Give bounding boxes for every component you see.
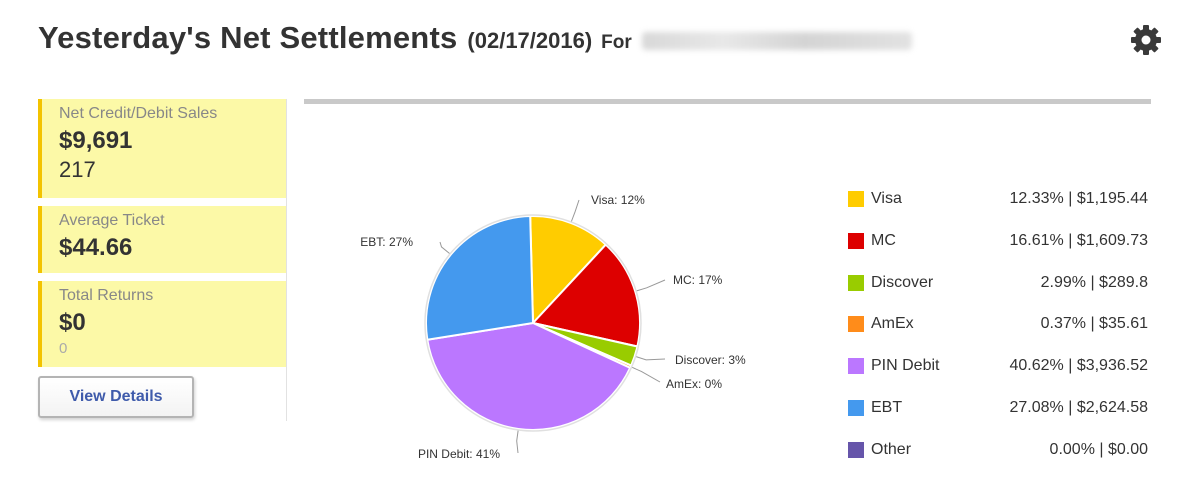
net-sales-card: Net Credit/Debit Sales $9,691 217: [38, 99, 286, 198]
pie-label-ebt: EBT: 27%: [360, 235, 413, 249]
legend-swatch: [848, 274, 864, 291]
average-ticket-value: $44.66: [59, 234, 133, 261]
legend-name: PIN Debit: [871, 357, 940, 375]
legend-swatch: [848, 191, 864, 207]
legend-swatch: [848, 441, 864, 458]
legend-swatch: [848, 316, 864, 333]
legend-item-pin-debit: PIN Debit 40.62% | $3,936.52: [848, 355, 1148, 397]
legend-name: MC: [871, 231, 896, 249]
legend-value: 16.61% | $1,609.73: [1009, 231, 1149, 249]
net-sales-value: $9,691: [59, 127, 133, 154]
settlement-date: (02/17/2016): [467, 28, 593, 53]
total-returns-value: $0: [59, 309, 86, 336]
average-ticket-card: Average Ticket $44.66: [38, 206, 286, 273]
pie-label-amex: AmEx: 0%: [666, 377, 722, 391]
pie-slice-pin-debit: [426, 321, 632, 431]
pie-leader-visa: [570, 199, 580, 223]
page-header: Yesterday's Net Settlements (02/17/2016)…: [38, 20, 912, 60]
legend-value: 27.08% | $2,624.58: [1009, 398, 1149, 416]
legend-item-mc: MC 16.61% | $1,609.73: [848, 230, 1148, 272]
pie-slice-ebt: [424, 215, 535, 341]
average-ticket-label: Average Ticket: [59, 212, 165, 229]
legend-item-discover: Discover 2.99% | $289.8: [848, 272, 1148, 314]
legend-value: 0.00% | $0.00: [1049, 440, 1148, 458]
legend-swatch: [848, 358, 864, 375]
legend-item-amex: AmEx 0.37% | $35.61: [848, 313, 1148, 355]
page-title: Yesterday's Net Settlements: [38, 20, 458, 55]
pie-slice-visa: [529, 215, 608, 326]
view-details-button[interactable]: View Details: [38, 376, 194, 418]
total-returns-label: Total Returns: [59, 287, 154, 304]
pie-label-pin-debit: PIN Debit: 41%: [418, 447, 500, 461]
pie-label-mc: MC: 17%: [673, 273, 723, 287]
pie-leader-amex: [631, 366, 661, 383]
pie-leader-mc: [636, 279, 666, 292]
total-returns-card: Total Returns $0 0: [38, 281, 286, 367]
legend-value: 0.37% | $35.61: [1040, 315, 1148, 333]
pie-label-visa: Visa: 12%: [591, 193, 645, 207]
chart-top-rule: [304, 99, 1151, 104]
pie-label-discover: Discover: 3%: [675, 353, 746, 367]
total-returns-count: 0: [59, 340, 68, 357]
legend-item-ebt: EBT 27.08% | $2,624.58: [848, 397, 1148, 439]
legend-item-other: Other 0.00% | $0.00: [848, 439, 1148, 481]
settlement-pie-chart: Visa: 12% MC: 17% Discover: 3% AmEx: 0% PIN …: [360, 193, 746, 461]
legend-name: Discover: [871, 273, 934, 291]
pie-outline: [424, 214, 642, 432]
pie-leader-discover: [635, 356, 666, 361]
legend-name: AmEx: [871, 315, 914, 333]
legend-name: Other: [871, 440, 912, 458]
legend-item-visa: Visa 12.33% | $1,195.44: [848, 188, 1148, 230]
legend-name: EBT: [871, 398, 903, 416]
legend-swatch: [848, 232, 864, 249]
legend-value: 12.33% | $1,195.44: [1009, 190, 1149, 207]
legend-name: Visa: [871, 190, 902, 207]
legend-swatch: [848, 399, 864, 416]
chart-legend: Visa 12.33% | $1,195.44 MC 16.61% | $1,609.…: [848, 188, 1148, 481]
legend-value: 40.62% | $3,936.52: [1009, 357, 1149, 375]
panel-divider: [286, 99, 287, 421]
net-sales-count: 217: [59, 157, 96, 182]
merchant-name-redacted: [641, 32, 912, 50]
pie-slice-mc: [531, 243, 641, 348]
legend-value: 2.99% | $289.8: [1040, 273, 1148, 291]
gear-icon[interactable]: [1128, 22, 1164, 58]
net-sales-label: Net Credit/Debit Sales: [59, 105, 218, 122]
for-label: For: [601, 32, 632, 53]
pie-leader-ebt: [439, 241, 451, 255]
pie-leader-pin-debit: [516, 429, 519, 454]
